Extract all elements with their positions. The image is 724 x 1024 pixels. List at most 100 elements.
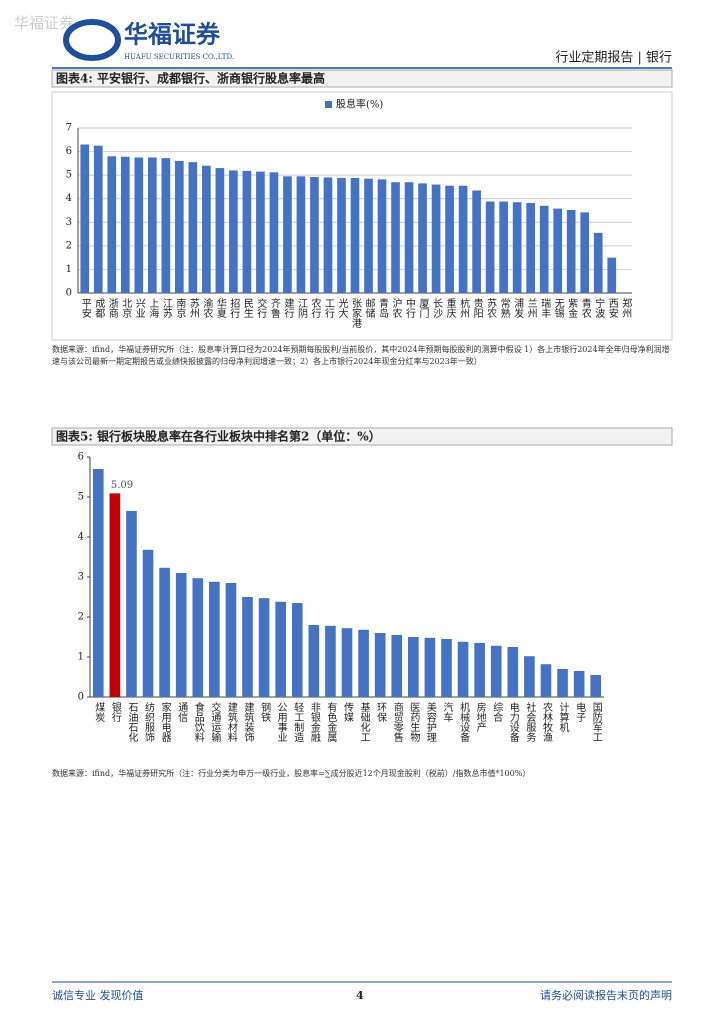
bar <box>283 176 292 293</box>
bar <box>566 210 576 293</box>
bar <box>490 645 502 697</box>
bar <box>526 202 535 293</box>
x-tick-label: 商贸零售 <box>391 701 403 743</box>
bar <box>159 567 170 697</box>
x-tick-label: 美容护理 <box>424 701 436 742</box>
x-tick-label: 重庆 <box>444 297 456 319</box>
x-tick-label: 北京 <box>120 298 132 319</box>
y-tick-label: 7 <box>66 123 72 134</box>
x-tick-label: 机械设备 <box>458 701 470 743</box>
logo: 华福证券 <box>124 20 221 49</box>
bar <box>161 158 171 293</box>
y-tick-label: 1 <box>66 264 72 275</box>
x-tick-label: 兰州 <box>525 297 537 318</box>
bar <box>580 212 590 293</box>
bar <box>593 232 603 293</box>
bar <box>109 493 121 697</box>
x-tick-label: 张家港 <box>350 298 362 328</box>
bar <box>258 598 270 697</box>
bar <box>350 177 360 293</box>
bar <box>323 177 333 293</box>
x-tick-label: 紫金 <box>566 298 578 318</box>
y-tick-label: 0 <box>66 288 72 299</box>
bar <box>215 168 225 293</box>
x-tick-label: 中行 <box>404 297 416 319</box>
x-tick-label: 纺织服饰 <box>143 701 155 743</box>
x-tick-label: 建筑装饰 <box>242 701 254 743</box>
report-type: 行业定期报告 | 银行 <box>555 51 672 66</box>
title-box <box>51 69 673 88</box>
x-tick-label: 招行 <box>228 297 240 319</box>
bar <box>225 583 237 697</box>
bar <box>358 629 369 697</box>
bar <box>275 601 286 697</box>
x-tick-label: 瑞丰 <box>539 298 551 318</box>
x-tick-label: 银行 <box>109 701 121 723</box>
x-tick-label: 江苏 <box>160 298 172 319</box>
bar <box>507 647 519 697</box>
x-tick-label: 农行 <box>309 297 321 319</box>
x-tick-label: 华夏 <box>214 297 226 318</box>
x-tick-label: 上海 <box>147 298 159 319</box>
x-tick-label: 建筑材料 <box>225 701 237 743</box>
x-tick-label: 食品饮料 <box>192 701 204 743</box>
x-tick-label: 医药生物 <box>408 702 420 743</box>
x-tick-label: 成都 <box>93 298 105 319</box>
bar <box>540 664 552 697</box>
bar <box>92 469 104 697</box>
x-tick-label: 宁波 <box>593 297 605 319</box>
bar <box>512 202 522 293</box>
y-tick-label: 0 <box>78 692 84 703</box>
x-tick-label: 青岛 <box>377 297 389 319</box>
bar <box>472 190 481 293</box>
x-tick-label: 国防军工 <box>590 702 602 742</box>
bar <box>431 184 441 293</box>
bar <box>573 671 585 697</box>
bar <box>499 201 508 293</box>
x-tick-label: 长沙 <box>431 298 443 318</box>
plot-frame <box>51 91 673 341</box>
x-tick-label: 基础化工 <box>358 701 370 742</box>
bar <box>142 549 154 697</box>
bar <box>408 637 419 697</box>
bar <box>120 156 130 293</box>
y-tick-label: 2 <box>66 240 72 251</box>
bar <box>134 157 144 293</box>
bar <box>458 185 468 293</box>
bar <box>175 161 184 293</box>
x-tick-label: 综合 <box>491 701 503 723</box>
legend-swatch <box>325 101 332 108</box>
x-tick-label: 汽车 <box>441 701 453 723</box>
x-tick-label: 钢铁 <box>259 701 271 723</box>
footer-left: 诚信专业 发现价值 <box>52 988 144 1002</box>
x-tick-label: 浙商 <box>106 298 118 319</box>
bar <box>424 637 436 697</box>
bar <box>256 171 265 293</box>
x-tick-label: 传媒 <box>342 702 354 723</box>
footer-right: 请务必阅读报告末页的声明 <box>540 988 672 1002</box>
x-tick-label: 邮储 <box>363 297 375 319</box>
bar <box>607 257 617 293</box>
bar <box>539 205 549 293</box>
x-tick-label: 工行 <box>322 298 334 319</box>
x-tick-label: 平安 <box>79 298 91 319</box>
y-tick-label: 4 <box>66 193 72 204</box>
x-tick-label: 石油石化 <box>126 702 138 742</box>
bar <box>374 633 386 697</box>
x-tick-label: 电子 <box>574 701 586 722</box>
bar <box>291 603 303 697</box>
x-tick-label: 房地产 <box>474 701 486 733</box>
bar <box>147 157 157 293</box>
bar <box>209 581 220 697</box>
bar <box>445 185 454 293</box>
bar <box>557 669 568 697</box>
x-tick-label: 郑州 <box>620 297 632 318</box>
bar <box>485 201 495 293</box>
x-tick-label: 光大 <box>336 297 348 319</box>
bar <box>242 170 252 293</box>
y-tick-label: 3 <box>66 217 72 228</box>
bar <box>308 625 320 697</box>
x-tick-label: 公用事业 <box>275 702 287 742</box>
watermark: 华福证券 <box>14 14 74 32</box>
